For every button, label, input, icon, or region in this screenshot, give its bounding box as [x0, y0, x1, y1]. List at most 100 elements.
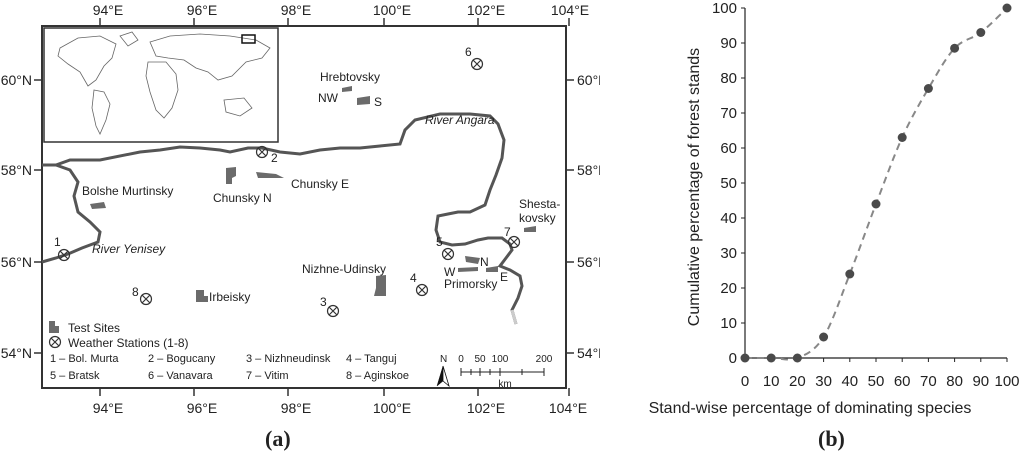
site-label: E — [500, 270, 508, 284]
site-label: Bolshe Murtinsky — [82, 184, 173, 198]
site-primorsky-w — [458, 267, 478, 272]
site-label: Nizhne-Udinsky — [302, 262, 386, 276]
site-primorsky-e — [486, 266, 498, 272]
x-tick-label: 30 — [815, 373, 832, 390]
panel-a-caption: (a) — [265, 426, 291, 451]
site-label: Shesta- — [519, 197, 560, 211]
lon-label-top: 104°E — [551, 2, 589, 18]
site-label: Chunsky N — [213, 191, 272, 205]
weather-station-icon — [48, 335, 62, 349]
lat-label-right: 58°N — [577, 162, 600, 178]
series-markers — [740, 3, 1012, 363]
x-tick-label: 90 — [972, 373, 989, 390]
test-sites — [90, 86, 536, 302]
x-tick-label: 40 — [841, 373, 858, 390]
lon-label-bottom: 104°E — [549, 400, 587, 416]
scale-tick: 200 — [536, 354, 553, 365]
yenisey-river — [41, 163, 102, 264]
x-axis-label: Stand-wise percentage of dominating spec… — [649, 400, 972, 417]
world-overview-inset — [43, 27, 279, 143]
y-tick-label: 100 — [712, 0, 737, 17]
station-number: 1 — [54, 235, 61, 249]
y-tick-label: 60 — [720, 140, 737, 157]
test-site-swatch-icon — [49, 321, 59, 333]
north-arrow-icon: N — [436, 354, 450, 388]
legend-station-entry: 1 – Bol. Murta — [50, 353, 119, 365]
station-8-marker — [139, 292, 153, 306]
station-1-marker — [57, 248, 71, 262]
x-tick-label: 60 — [894, 373, 911, 390]
x-tick-label: 20 — [789, 373, 806, 390]
station-number: 6 — [465, 45, 472, 59]
station-number: 7 — [504, 225, 511, 239]
data-point — [976, 28, 986, 37]
lat-label-right: 60°N — [577, 72, 600, 88]
legend-station-entry: 8 – Aginskoe — [346, 370, 409, 382]
angara-label: River Angara — [425, 113, 495, 127]
site-chunsky-e — [256, 172, 284, 178]
lon-label-bottom: 102°E — [467, 400, 505, 416]
site-label: Primorsky — [444, 277, 497, 291]
station-number: 2 — [271, 151, 278, 165]
data-point — [923, 84, 933, 93]
yenisey-label: River Yenisey — [92, 242, 166, 256]
lon-label-top: 94°E — [93, 2, 124, 18]
weather-stations — [57, 57, 521, 318]
station-3-marker — [326, 304, 340, 318]
x-tick-label: 70 — [920, 373, 937, 390]
site-hrebtovsky-nw — [342, 86, 352, 92]
legend-weather-stations: Weather Stations (1-8) — [68, 336, 189, 350]
lat-label-left: 60°N — [1, 72, 32, 88]
series-line — [745, 7, 1008, 361]
station-5-marker — [441, 247, 455, 261]
site-label: N — [480, 255, 489, 269]
y-tick-label: 20 — [720, 280, 737, 297]
study-area-locator — [241, 34, 256, 44]
lon-label-bottom: 96°E — [187, 400, 218, 416]
lat-label-right: 54°N — [577, 345, 600, 361]
lon-label-top: 98°E — [281, 2, 312, 18]
lon-label-top: 102°E — [467, 2, 505, 18]
site-label: S — [374, 95, 382, 109]
x-tick-label: 0 — [741, 373, 749, 390]
data-point — [950, 43, 960, 53]
station-number: 8 — [132, 285, 139, 299]
cumulative-chart: 0 10 20 30 40 50 60 70 80 90 100 0 10 20 30 40 50 60 70 80 9… — [649, 0, 1020, 417]
y-tick-label: 30 — [720, 245, 737, 262]
data-point — [871, 199, 881, 209]
lon-label-top: 96°E — [187, 2, 218, 18]
legend-station-entry: 4 – Tanguj — [346, 353, 397, 365]
study-area-map: 94°E 96°E 98°E 100°E 102°E 104°E 94°E 96… — [1, 2, 609, 416]
study-area-map-panel: 94°E 96°E 98°E 100°E 102°E 104°E 94°E 96… — [1, 2, 609, 451]
site-irbeisky — [196, 290, 208, 302]
site-bolshe-murtinsky — [90, 202, 106, 209]
lat-label-left: 58°N — [1, 162, 32, 178]
site-shestakovsky — [524, 226, 536, 232]
site-label: kovsky — [519, 211, 556, 225]
lat-label-left: 54°N — [1, 345, 32, 361]
data-point — [1002, 3, 1012, 13]
lon-label-bottom: 98°E — [281, 400, 312, 416]
scale-unit: km — [498, 379, 511, 390]
station-4-marker — [415, 283, 429, 297]
scale-bar: 0 50 100 200 km — [458, 354, 553, 390]
chart-axes — [741, 7, 1008, 362]
y-axis-label: Cumulative percentage of forest stands — [686, 48, 703, 326]
map-legend: Test Sites Weather Stations (1-8) 1 – Bo… — [48, 321, 409, 382]
site-nizhne-udinsky — [374, 275, 386, 296]
y-tick-label: 70 — [720, 105, 737, 122]
y-tick-label: 90 — [720, 35, 737, 52]
cumulative-chart-panel: 0 10 20 30 40 50 60 70 80 90 100 0 10 20 30 40 50 60 70 80 9… — [600, 0, 1024, 459]
station-number: 3 — [320, 295, 327, 309]
data-point — [845, 269, 855, 279]
y-tick-label: 40 — [720, 210, 737, 227]
north-label: N — [440, 354, 447, 365]
scale-tick: 50 — [474, 354, 486, 365]
station-number: 5 — [436, 235, 443, 249]
x-tick-label: 50 — [868, 373, 885, 390]
station-2-marker — [255, 145, 269, 159]
legend-station-entry: 5 – Bratsk — [50, 370, 100, 382]
y-tick-label: 0 — [729, 350, 737, 367]
site-label: Hrebtovsky — [320, 70, 380, 84]
y-tick-label: 80 — [720, 70, 737, 87]
